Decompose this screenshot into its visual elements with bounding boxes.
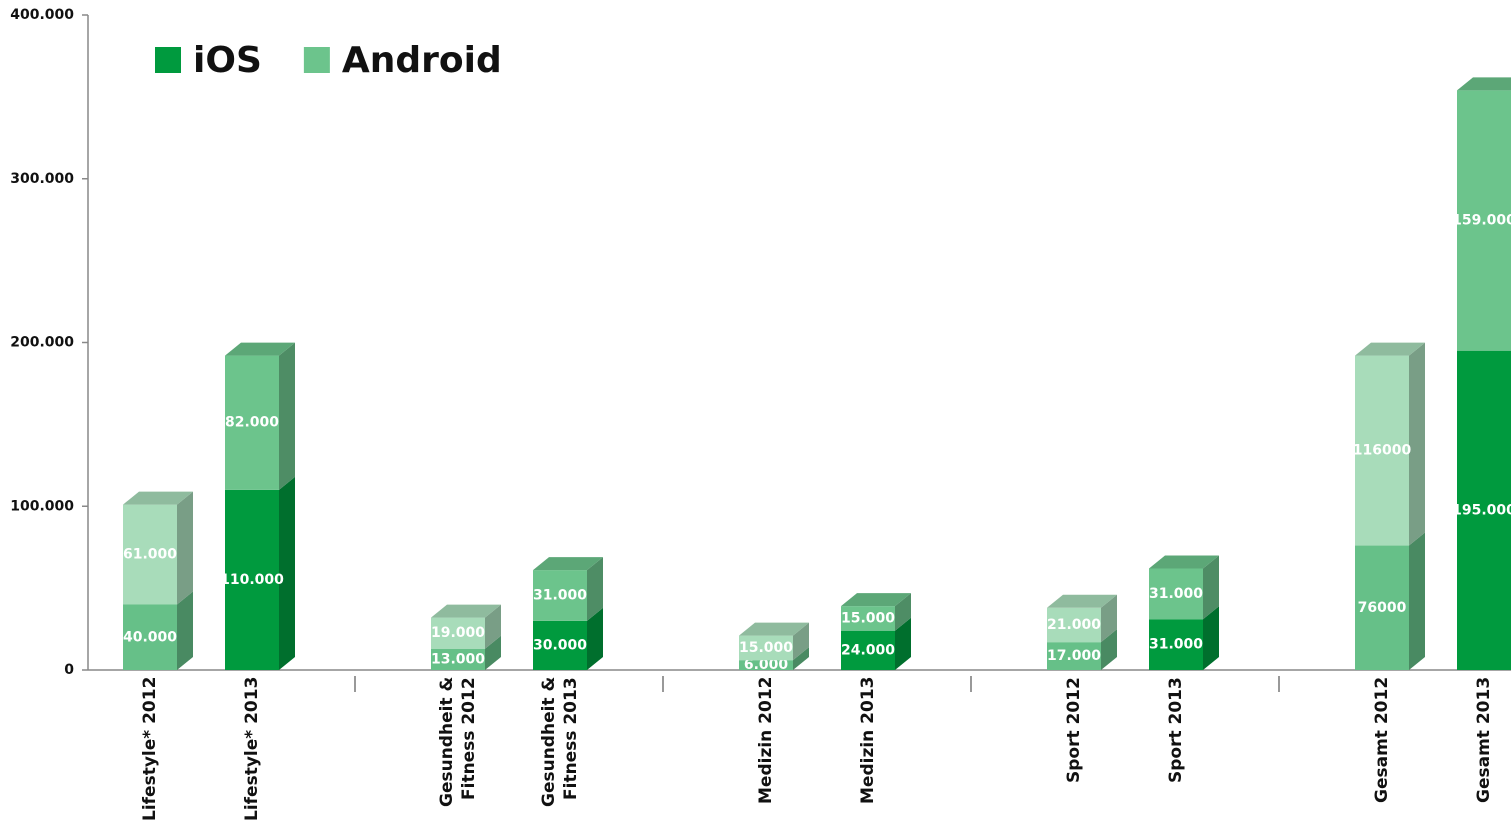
x-tick-label: Gesundheit & Fitness 2012 — [437, 677, 479, 808]
bar — [739, 660, 793, 670]
x-tick-label: Lifestyle* 2013 — [242, 677, 262, 822]
bar-top — [1457, 77, 1511, 91]
data-label: 21.000 — [1047, 617, 1101, 633]
bar-top — [841, 593, 911, 607]
bar — [1355, 545, 1409, 670]
data-label: 24.000 — [841, 642, 895, 658]
bar — [1149, 568, 1203, 620]
data-label: 15.000 — [739, 640, 793, 656]
x-tick-label: Lifestyle* 2012 — [140, 677, 160, 822]
bar-top — [533, 557, 603, 571]
x-tick-label: Medizin 2012 — [756, 677, 776, 805]
bar-side — [1203, 606, 1219, 670]
bar-side — [793, 647, 809, 670]
data-label: 82.000 — [225, 415, 279, 431]
data-label: 159.000 — [1452, 213, 1511, 229]
bar — [533, 620, 587, 670]
y-tick-label: 300.000 — [10, 171, 74, 187]
data-label: 31.000 — [1149, 637, 1203, 653]
bar-side — [1101, 629, 1117, 670]
bar-side — [485, 604, 501, 649]
y-tick-label: 0 — [64, 662, 74, 678]
bar — [1457, 350, 1511, 670]
bar — [225, 489, 279, 670]
bar — [1355, 355, 1409, 546]
legend-label: Android — [342, 40, 502, 81]
bar-top — [225, 342, 295, 356]
data-label: 30.000 — [533, 637, 587, 653]
data-label: 15.000 — [841, 610, 895, 626]
bar — [841, 606, 895, 631]
data-label: 116000 — [1353, 443, 1412, 459]
bar — [431, 648, 485, 670]
bar-side — [1409, 532, 1425, 670]
bar-side — [485, 635, 501, 670]
x-tick-label: Gesundheit & Fitness 2013 — [539, 677, 581, 808]
bar — [739, 635, 793, 661]
bar-side — [793, 622, 809, 661]
data-label: 31.000 — [533, 587, 587, 603]
data-label: 19.000 — [431, 625, 485, 641]
bar-side — [895, 617, 911, 670]
bar-side — [587, 557, 603, 621]
bar — [123, 504, 177, 605]
y-tick-label: 400.000 — [10, 7, 74, 23]
y-tick-label: 200.000 — [10, 335, 74, 351]
bar-side — [279, 476, 295, 670]
data-label: 195.000 — [1452, 502, 1511, 518]
bar-side — [177, 591, 193, 670]
data-label: 76000 — [1358, 600, 1407, 616]
x-tick-label: Sport 2013 — [1166, 677, 1186, 783]
data-label: 61.000 — [123, 547, 177, 563]
bar — [123, 604, 177, 670]
x-tick-label: Sport 2012 — [1064, 677, 1084, 783]
bar — [841, 630, 895, 670]
bar-side — [587, 607, 603, 670]
bar-top — [1149, 555, 1219, 569]
bar — [1047, 642, 1101, 670]
bar-side — [1409, 342, 1425, 546]
bar-top — [123, 491, 193, 505]
bar-side — [279, 342, 295, 490]
bar-side — [1101, 594, 1117, 643]
bar-top — [431, 604, 501, 618]
bar — [1457, 90, 1511, 351]
x-tick-label: Gesamt 2012 — [1372, 677, 1392, 804]
data-label: 110.000 — [220, 572, 284, 588]
legend-swatch — [303, 47, 330, 73]
bar-side — [1203, 555, 1219, 620]
bar — [431, 617, 485, 649]
data-label: 40.000 — [123, 629, 177, 645]
x-tick-label: Medizin 2013 — [858, 677, 878, 805]
bar — [533, 570, 587, 621]
legend-swatch — [155, 47, 181, 73]
data-label: 13.000 — [431, 651, 485, 667]
data-label: 6.000 — [744, 657, 789, 673]
data-label: 17.000 — [1047, 648, 1101, 664]
legend-label: iOS — [193, 40, 262, 81]
data-label: 31.000 — [1149, 586, 1203, 602]
bar — [225, 355, 279, 490]
bar-side — [895, 593, 911, 631]
bar-top — [1355, 342, 1425, 356]
bar — [1047, 607, 1101, 643]
x-tick-label: Gesamt 2013 — [1474, 677, 1494, 804]
y-tick-label: 100.000 — [10, 498, 74, 514]
bar-side — [177, 491, 193, 605]
bar-top — [739, 622, 809, 636]
bar-top — [1047, 594, 1117, 608]
bar — [1149, 619, 1203, 670]
